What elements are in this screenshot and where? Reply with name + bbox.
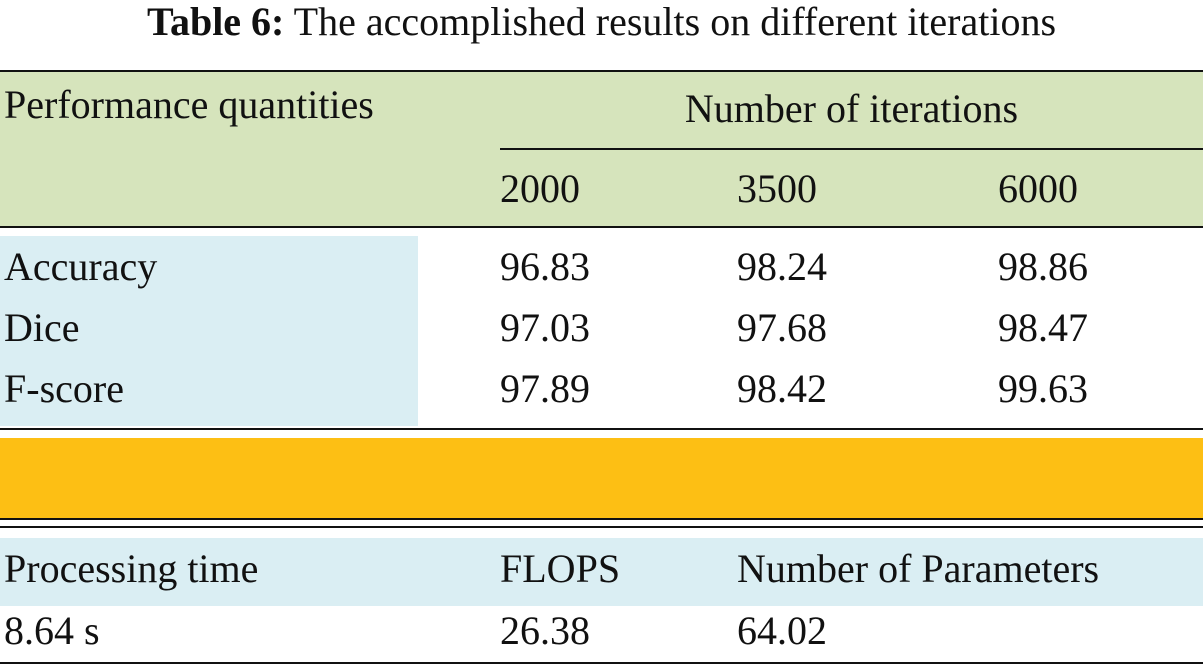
processing-time-value: 8.64 s <box>4 608 100 653</box>
cell-dice-2000: 97.03 <box>500 305 590 350</box>
group-rule <box>500 148 1203 150</box>
separator-top-rule <box>0 518 1203 520</box>
cell-dice-6000: 98.47 <box>998 305 1088 350</box>
cell-f-score-2000: 97.89 <box>500 366 590 411</box>
cell-accuracy-6000: 98.86 <box>998 244 1088 289</box>
separator-band <box>0 438 1203 518</box>
separator-bottom-rule <box>0 526 1203 528</box>
row-label-dice: Dice <box>4 305 80 350</box>
processing-time-header: Processing time <box>4 546 259 591</box>
flops-value: 26.38 <box>500 608 590 653</box>
cell-f-score-6000: 99.63 <box>998 366 1088 411</box>
caption-label: Table 6: <box>146 0 285 44</box>
bottom-header-band <box>0 538 1203 606</box>
body-rule <box>0 428 1203 430</box>
cell-accuracy-3500: 98.24 <box>737 244 827 289</box>
cell-f-score-3500: 98.42 <box>737 366 827 411</box>
column-header-2000: 2000 <box>500 166 580 211</box>
top-rule <box>0 70 1203 72</box>
table-caption: Table 6: The accomplished results on dif… <box>0 0 1203 44</box>
bottom-rule <box>0 662 1203 664</box>
row-label-band <box>0 236 418 426</box>
parameters-header: Number of Parameters <box>737 546 1100 591</box>
cell-accuracy-2000: 96.83 <box>500 244 590 289</box>
row-label-accuracy: Accuracy <box>4 244 158 289</box>
group-header: Number of iterations <box>684 86 1019 131</box>
column-header-6000: 6000 <box>998 166 1078 211</box>
row-label-f-score: F-score <box>4 366 124 411</box>
cell-dice-3500: 97.68 <box>737 305 827 350</box>
row-label-header: Performance quantities <box>4 82 374 127</box>
flops-header: FLOPS <box>500 546 621 591</box>
parameters-value: 64.02 <box>737 608 827 653</box>
column-header-3500: 3500 <box>737 166 817 211</box>
caption-text: The accomplished results on different it… <box>293 0 1057 44</box>
header-rule <box>0 226 1203 228</box>
